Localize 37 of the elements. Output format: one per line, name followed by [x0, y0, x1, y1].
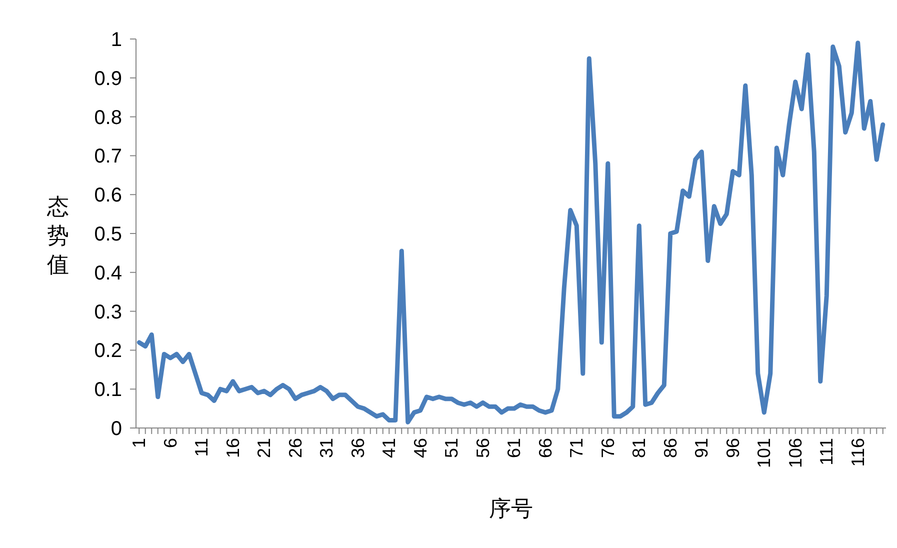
y-tick-label: 0.2	[94, 340, 122, 362]
x-axis-title: 序号	[489, 496, 533, 521]
y-tick-label: 0.1	[94, 379, 122, 402]
y-tick-label: 0.3	[94, 301, 122, 324]
x-tick-label: 1	[129, 438, 150, 448]
x-tick-label: 111	[816, 438, 837, 466]
x-tick-label: 21	[254, 438, 274, 458]
x-tick-label: 66	[535, 438, 556, 458]
x-tick-label: 106	[785, 438, 806, 468]
y-tick-label: 0.7	[94, 146, 122, 168]
y-tick-label: 0.5	[94, 224, 122, 246]
x-tick-label: 31	[316, 438, 337, 458]
y-axis-title: 态势值	[46, 194, 69, 277]
x-tick-label: 6	[160, 438, 180, 448]
x-tick-label: 36	[348, 438, 368, 458]
y-tick-label: 0.4	[94, 262, 122, 284]
x-tick-label: 116	[848, 438, 868, 467]
x-tick-label: 61	[504, 438, 524, 458]
x-tick-label: 11	[192, 438, 212, 457]
x-tick-label: 96	[722, 438, 743, 458]
x-tick-label: 51	[442, 438, 462, 458]
x-tick-label: 101	[754, 438, 774, 468]
y-tick-label: 1	[110, 29, 122, 51]
y-tick-label: 0.8	[94, 106, 122, 129]
x-tick-label: 76	[598, 438, 618, 458]
x-tick-label: 56	[472, 438, 493, 458]
x-tick-label: 86	[660, 438, 680, 458]
y-tick-label: 0.6	[94, 184, 122, 207]
y-tick-label: 0.9	[94, 68, 122, 90]
x-tick-label: 26	[285, 438, 306, 458]
x-tick-label: 41	[379, 438, 400, 458]
x-tick-label: 81	[629, 438, 650, 458]
x-tick-label: 71	[566, 438, 587, 458]
y-tick-label: 0	[110, 418, 122, 440]
x-tick-label: 91	[692, 438, 712, 458]
x-tick-label: 46	[410, 438, 430, 458]
x-tick-label: 16	[222, 438, 243, 458]
